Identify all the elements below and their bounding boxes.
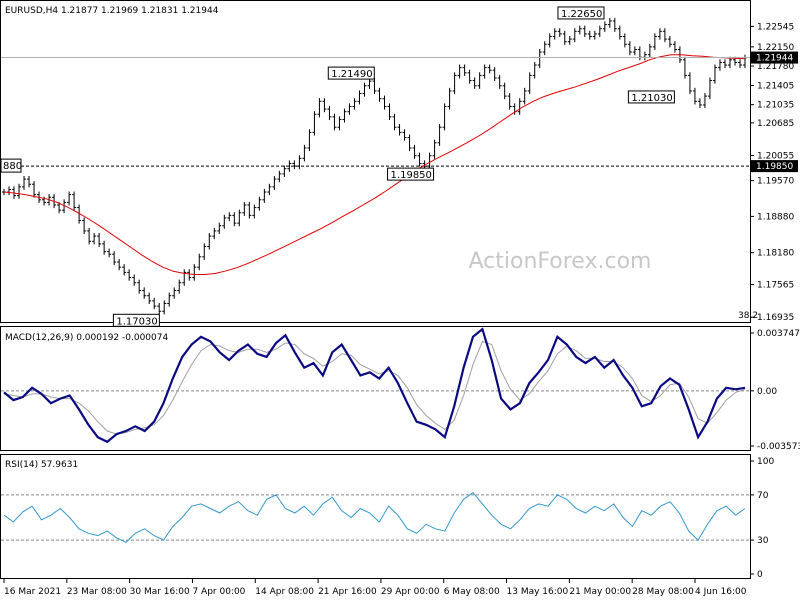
price-y-tick-label: 1.22545	[757, 22, 794, 32]
macd-pane-frame	[0, 326, 751, 451]
x-tick-label: 21 May 00:00	[569, 587, 631, 597]
price-y-tick-label: 1.17565	[757, 281, 794, 291]
price-y-axis: 1.22545 1.22150 1.21780 1.21405 1.21035 1.206…	[750, 22, 794, 323]
level-line-group: 1.19850 880	[0, 158, 798, 173]
x-tick-label: 30 Mar 16:00	[130, 587, 190, 597]
macd-y-tick-label: -0.003573	[757, 442, 800, 452]
x-tick-label: 23 Mar 08:00	[67, 587, 127, 597]
rsi-y-tick-label: 70	[757, 491, 769, 501]
x-tick-label: 14 Apr 08:00	[255, 587, 314, 597]
watermark: ActionForex.com	[469, 249, 652, 274]
price-annotation-box	[327, 66, 375, 80]
x-tick-label: 16 Mar 2021	[4, 587, 61, 597]
macd-main-line	[3, 327, 746, 444]
macd-pane-title: MACD(12,26,9) 0.000192 -0.000074	[5, 333, 168, 343]
price-annotation-label: 1.21030	[631, 93, 672, 104]
price-y-tick-label: 1.21035	[757, 101, 794, 111]
level-line-label-bg	[751, 160, 798, 173]
moving-average-line	[3, 54, 746, 275]
x-tick-label: 6 May 08:00	[444, 587, 500, 597]
price-annotation-label: 1.19850	[391, 170, 432, 181]
current-price-group: 1.21944	[1, 51, 798, 64]
x-axis: 16 Mar 2021 23 Mar 08:00 30 Mar 16:00 7 Apr…	[3, 579, 747, 597]
rsi-y-axis: 100 70 30 0	[750, 457, 774, 580]
level-line-label: 1.19850	[756, 162, 793, 172]
price-annotation-box	[387, 167, 435, 181]
price-annotation-box	[627, 90, 675, 104]
price-y-tick-label: 1.16935	[757, 313, 794, 323]
price-y-tick-label: 1.20685	[757, 119, 794, 129]
price-candles	[2, 17, 747, 315]
moving-average-group	[3, 54, 746, 275]
left-edge-label-box	[0, 158, 22, 173]
rsi-y-tick-label: 30	[757, 536, 769, 546]
price-y-tick-label: 1.18180	[757, 249, 794, 259]
x-tick-label: 4 Jun 16:00	[695, 587, 747, 597]
macd-y-axis: 0.003747 0.00 -0.003573	[750, 329, 800, 452]
rsi-y-tick-label: 0	[757, 570, 763, 580]
x-tick-label: 13 May 16:00	[507, 587, 569, 597]
price-pane-frame	[0, 0, 751, 323]
price-annotation-box	[112, 313, 160, 327]
x-tick-label: 29 Apr 00:00	[381, 587, 440, 597]
rsi-y-tick-label: 100	[757, 457, 774, 467]
price-annotation-label: 1.22650	[561, 9, 602, 20]
current-price-label: 1.21944	[756, 54, 793, 64]
x-tick-label: 21 Apr 16:00	[318, 587, 377, 597]
price-y-tick-label: 1.18880	[757, 212, 794, 222]
current-price-label-bg	[751, 51, 798, 64]
rsi-line	[3, 491, 746, 544]
price-y-tick-label: 1.21405	[757, 82, 794, 92]
price-pane-title: EURUSD,H4 1.21877 1.21969 1.21831 1.2194…	[5, 6, 219, 16]
price-annotations: 1.17030 1.21490 1.19850 1.22650 1.21030	[112, 6, 675, 327]
price-y-tick-label: 1.19570	[757, 177, 794, 187]
price-annotation-box	[557, 6, 605, 20]
rsi-pane-frame	[0, 454, 751, 579]
price-annotation-label: 1.17030	[116, 316, 157, 327]
price-y-tick-label: 1.20055	[757, 151, 794, 161]
left-edge-label: 880	[3, 161, 22, 172]
rsi-pane-title: RSI(14) 57.9631	[5, 460, 78, 470]
macd-y-tick-label: 0.003747	[757, 329, 800, 339]
macd-signal-line	[3, 340, 746, 435]
lower-right-label: 38.2	[738, 311, 758, 321]
rsi-lines	[1, 491, 750, 544]
x-tick-label: 28 May 08:00	[632, 587, 694, 597]
price-y-tick-label: 1.22150	[757, 43, 794, 53]
macd-y-tick-label: 0.00	[757, 387, 777, 397]
macd-lines	[1, 327, 750, 444]
x-tick-label: 7 Apr 00:00	[192, 587, 245, 597]
price-annotation-label: 1.21490	[331, 69, 372, 80]
price-y-tick-label: 1.21780	[757, 62, 794, 72]
